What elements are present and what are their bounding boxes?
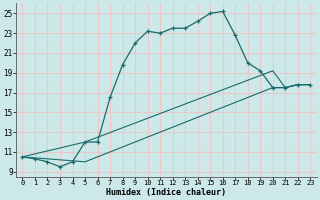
X-axis label: Humidex (Indice chaleur): Humidex (Indice chaleur) [106, 188, 226, 197]
